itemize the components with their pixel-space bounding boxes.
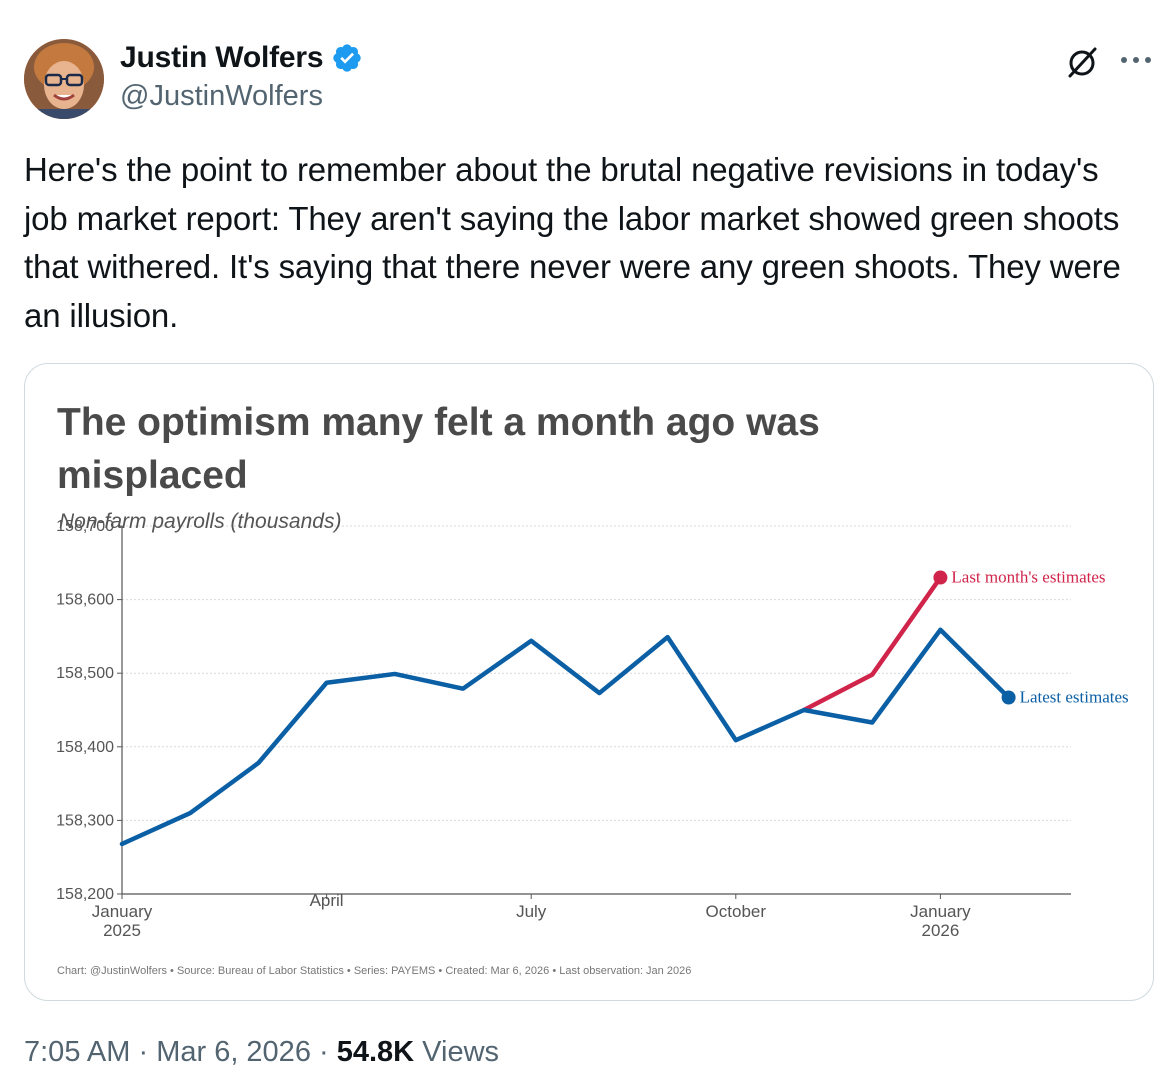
series-label: Latest estimates bbox=[1020, 687, 1129, 706]
y-tick-label: 158,300 bbox=[56, 812, 114, 829]
y-tick-label: 158,500 bbox=[56, 665, 114, 682]
chart-title-line-1: The optimism many felt a month ago was bbox=[57, 401, 820, 444]
y-tick-label: 158,600 bbox=[56, 592, 114, 609]
tweet-time[interactable]: 7:05 AM bbox=[24, 1036, 131, 1068]
more-icon[interactable] bbox=[1116, 48, 1156, 72]
avatar-photo bbox=[24, 39, 104, 119]
series-end-marker bbox=[933, 570, 948, 585]
x-tick-label: 2025 bbox=[103, 921, 141, 940]
x-tick-label: April bbox=[310, 891, 344, 910]
tweet-text: Here's the point to remember about the b… bbox=[24, 151, 1121, 334]
tweet-date[interactable]: Mar 6, 2026 bbox=[156, 1036, 311, 1068]
views-count: 54.8K bbox=[336, 1036, 415, 1068]
chart-source-note: Chart: @JustinWolfers • Source: Bureau o… bbox=[57, 965, 691, 977]
x-tick-label: October bbox=[706, 902, 767, 921]
x-tick-label: January bbox=[92, 902, 153, 921]
chart-image-card[interactable]: The optimism many felt a month ago was m… bbox=[24, 363, 1154, 1001]
chart-title-line-2: misplaced bbox=[57, 454, 248, 497]
y-tick-label: 158,400 bbox=[56, 739, 114, 756]
series-end-marker bbox=[1001, 690, 1016, 705]
x-tick-label: January bbox=[910, 902, 971, 921]
separator-dot: · bbox=[130, 1036, 157, 1068]
author-handle[interactable]: @JustinWolfers bbox=[120, 80, 323, 112]
series-line bbox=[119, 627, 1011, 847]
x-tick-label: July bbox=[516, 902, 547, 921]
y-tick-label: 158,700 bbox=[56, 518, 114, 535]
verified-badge-icon bbox=[333, 44, 362, 72]
author-block: Justin Wolfers @JustinWolfers bbox=[120, 40, 363, 113]
y-tick-label: 158,200 bbox=[56, 886, 114, 903]
grok-icon[interactable] bbox=[1062, 42, 1102, 82]
chart: The optimism many felt a month ago was m… bbox=[56, 401, 1129, 977]
x-tick-label: 2026 bbox=[921, 921, 959, 940]
tweet-meta: 7:05 AM · Mar 6, 2026 · 54.8K Views bbox=[24, 1036, 499, 1069]
views-label: Views bbox=[414, 1036, 500, 1068]
series-line bbox=[801, 575, 943, 713]
series: Last month's estimates Latest estimates bbox=[119, 568, 1129, 847]
chart-subtitle: Non-farm payrolls (thousands) bbox=[59, 510, 341, 533]
avatar[interactable] bbox=[24, 39, 104, 119]
grid-lines bbox=[122, 525, 1071, 821]
axes: 158,200 158,300 158,400 158,500 158,600 158,7… bbox=[56, 518, 1071, 940]
author-name[interactable]: Justin Wolfers bbox=[120, 41, 324, 74]
separator-dot: · bbox=[310, 1036, 337, 1068]
series-label: Last month's estimates bbox=[951, 568, 1105, 587]
